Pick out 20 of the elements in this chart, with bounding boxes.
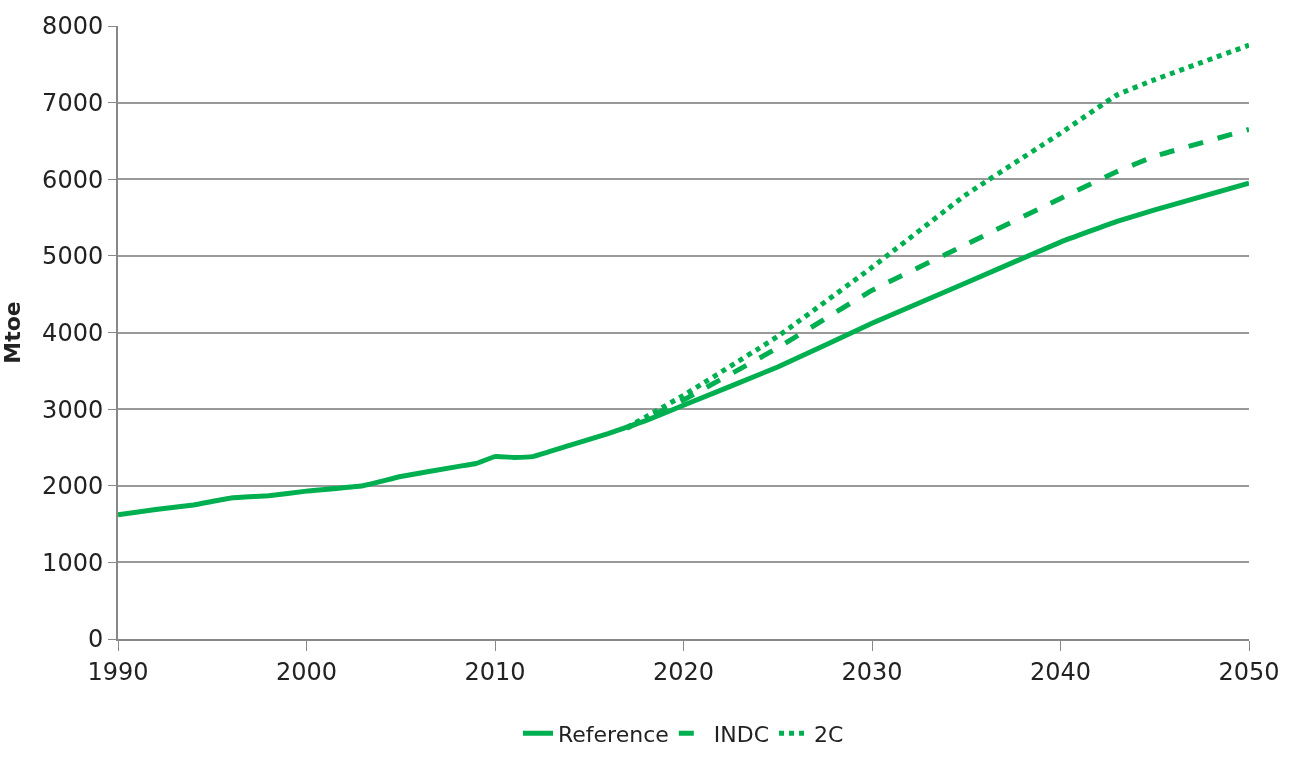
y-tick-label: 6000 — [42, 165, 104, 194]
x-tick-label: 2020 — [652, 657, 715, 686]
legend-label: Reference — [558, 721, 669, 747]
y-tick-label: 2000 — [42, 472, 104, 501]
y-tick-label: 0 — [87, 625, 104, 654]
x-tick-label: 2040 — [1029, 657, 1092, 686]
x-tick-label: 2050 — [1218, 657, 1280, 686]
y-tick-label: 3000 — [42, 395, 104, 424]
y-tick-label: 4000 — [42, 318, 104, 347]
y-tick-label: 1000 — [42, 548, 104, 577]
legend-label: INDC — [713, 721, 770, 747]
x-tick-label: 2000 — [275, 657, 338, 686]
y-tick-label: 5000 — [42, 242, 104, 271]
y-axis-title: Mtoe — [0, 301, 26, 364]
x-tick-label: 2030 — [841, 657, 903, 686]
y-tick-label: 7000 — [42, 89, 104, 118]
y-tick-label: 8000 — [42, 12, 104, 41]
x-tick-label: 1990 — [87, 657, 149, 686]
x-tick-label: 2010 — [464, 657, 526, 686]
legend-label: 2C — [814, 721, 844, 747]
